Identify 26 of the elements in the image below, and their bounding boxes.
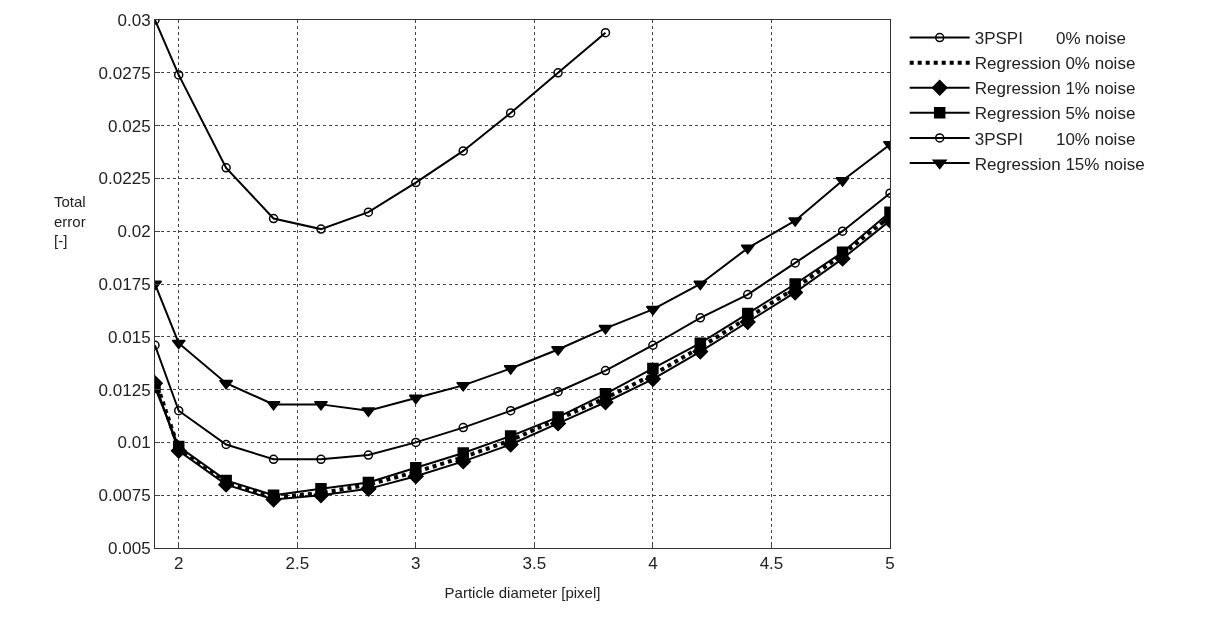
y-tick-label: 0.015 <box>108 327 151 347</box>
legend-label: Regression 0% noise <box>974 54 1136 74</box>
y-tick-label: 0.02 <box>117 222 151 242</box>
x-tick-label: 4 <box>648 554 658 574</box>
y-tick-label: 0.025 <box>108 116 151 136</box>
legend-label: 3PSPI 0% noise <box>974 29 1126 49</box>
y-tick-label: 0.0075 <box>98 486 151 506</box>
legend-label: 3PSPI 10% noise <box>974 129 1136 149</box>
x-tick-label: 4.5 <box>759 554 784 574</box>
y-tick-label: 0.0225 <box>98 169 151 189</box>
x-tick-label: 5 <box>885 554 895 574</box>
y-tick-label: 0.0125 <box>98 380 151 400</box>
x-tick-label: 3 <box>411 554 421 574</box>
x-tick-label: 2.5 <box>285 554 310 574</box>
legend-label: Regression 1% noise <box>974 79 1136 99</box>
y-tick-label: 0.0175 <box>98 274 151 294</box>
y-tick-label: 0.005 <box>108 538 151 558</box>
legend-label: Regression 5% noise <box>974 104 1136 124</box>
x-tick-label: 3.5 <box>522 554 547 574</box>
y-axis-title: Total error [-] <box>54 193 86 249</box>
y-tick-label: 0.03 <box>117 10 151 30</box>
legend-label: Regression 15% noise <box>974 154 1145 174</box>
x-tick-label: 2 <box>173 554 184 574</box>
x-axis-title: Particle diameter [pixel] <box>444 584 601 602</box>
y-tick-label: 0.01 <box>117 433 151 453</box>
y-tick-label: 0.0275 <box>98 63 151 83</box>
